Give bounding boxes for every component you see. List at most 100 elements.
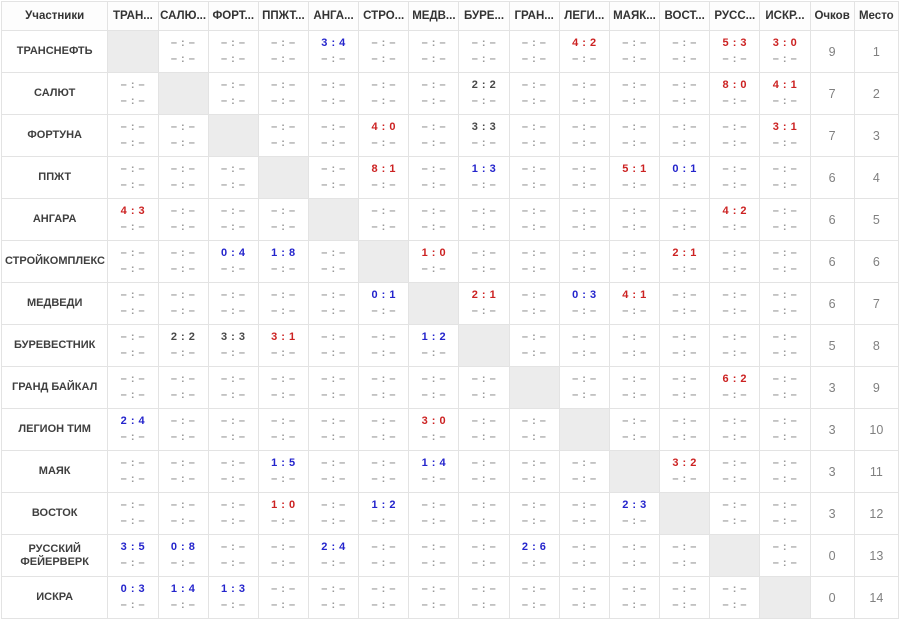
match-score-placeholder: – : – bbox=[271, 583, 296, 595]
match-score-cell: – : – – : – bbox=[759, 324, 811, 367]
match-score-cell: – : – – : – bbox=[558, 492, 610, 535]
points-value: 3 bbox=[809, 366, 855, 409]
match-score-placeholder: – : – bbox=[521, 473, 547, 485]
match-score-placeholder: – : – bbox=[220, 305, 246, 317]
match-score-placeholder: – : – bbox=[321, 415, 346, 427]
match-score-placeholder: – : – bbox=[421, 557, 447, 569]
match-score-placeholder: – : – bbox=[321, 515, 346, 527]
match-score-placeholder: – : – bbox=[371, 95, 396, 107]
match-score-placeholder: – : – bbox=[220, 179, 246, 191]
points-value: 5 bbox=[809, 324, 855, 367]
match-score-placeholder: – : – bbox=[672, 263, 697, 275]
match-score-value: 2 : 2 bbox=[471, 79, 497, 91]
match-score-cell: – : – – : – bbox=[508, 576, 560, 619]
self-match-cell bbox=[709, 534, 761, 577]
match-score-placeholder: – : – bbox=[371, 557, 396, 569]
table-row: ТРАНСНЕФТЬ – : – – : – – : – – : – – : – – : –… bbox=[0, 30, 900, 73]
match-score-value: 2 : 4 bbox=[120, 415, 146, 427]
match-score-placeholder: – : – bbox=[170, 121, 196, 133]
team-name: БУРЕВЕСТНИК bbox=[0, 324, 109, 367]
match-score-placeholder: – : – bbox=[170, 431, 196, 443]
match-score-value: 3 : 1 bbox=[772, 121, 798, 133]
match-score-placeholder: – : – bbox=[622, 515, 647, 527]
match-score-placeholder: – : – bbox=[321, 499, 346, 511]
match-score-placeholder: – : – bbox=[722, 431, 748, 443]
match-score-placeholder: – : – bbox=[220, 557, 246, 569]
match-score-placeholder: – : – bbox=[772, 347, 798, 359]
match-score-cell: – : – – : – bbox=[458, 198, 510, 241]
match-score-cell: – : – – : – bbox=[107, 114, 159, 157]
match-score-placeholder: – : – bbox=[120, 163, 146, 175]
match-score-cell: – : – – : – bbox=[458, 534, 510, 577]
match-score-cell: – : – – : – bbox=[608, 72, 661, 115]
match-score-placeholder: – : – bbox=[421, 179, 447, 191]
match-score-cell: – : – – : – bbox=[157, 156, 209, 199]
match-score-cell: – : – – : – bbox=[608, 576, 661, 619]
match-score-placeholder: – : – bbox=[321, 121, 346, 133]
match-score-placeholder: – : – bbox=[622, 347, 647, 359]
match-score-value: 1 : 2 bbox=[371, 499, 396, 511]
match-score-value: 4 : 1 bbox=[772, 79, 798, 91]
match-score-placeholder: – : – bbox=[471, 473, 497, 485]
match-score-placeholder: – : – bbox=[722, 137, 748, 149]
match-score-cell: 4 : 3 – : – bbox=[107, 198, 159, 241]
match-score-placeholder: – : – bbox=[521, 179, 547, 191]
match-score-placeholder: – : – bbox=[421, 499, 447, 511]
match-score-placeholder: – : – bbox=[371, 305, 396, 317]
match-score-cell: – : – – : – bbox=[709, 114, 761, 157]
match-score-placeholder: – : – bbox=[120, 305, 146, 317]
match-score-placeholder: – : – bbox=[722, 179, 748, 191]
match-score-placeholder: – : – bbox=[521, 347, 547, 359]
match-score-placeholder: – : – bbox=[572, 331, 597, 343]
match-score-value: 0 : 1 bbox=[371, 289, 396, 301]
match-score-cell: – : – – : – bbox=[358, 30, 410, 73]
match-score-placeholder: – : – bbox=[572, 541, 597, 553]
team-name: ГРАНД БАЙКАЛ bbox=[0, 366, 109, 409]
match-score-cell: – : – – : – bbox=[508, 282, 560, 325]
team-name: ВОСТОК bbox=[0, 492, 109, 535]
match-score-placeholder: – : – bbox=[572, 347, 597, 359]
match-score-placeholder: – : – bbox=[170, 373, 196, 385]
points-value: 0 bbox=[809, 576, 855, 619]
match-score-placeholder: – : – bbox=[271, 473, 296, 485]
team-name: СТРОЙКОМПЛЕКС bbox=[0, 240, 109, 283]
match-score-placeholder: – : – bbox=[521, 305, 547, 317]
match-score-value: 0 : 4 bbox=[220, 247, 246, 259]
match-score-cell: 4 : 2 – : – bbox=[709, 198, 761, 241]
match-score-value: 2 : 1 bbox=[672, 247, 697, 259]
match-score-placeholder: – : – bbox=[772, 179, 798, 191]
match-score-placeholder: – : – bbox=[572, 221, 597, 233]
self-match-cell bbox=[659, 492, 711, 535]
match-score-placeholder: – : – bbox=[572, 515, 597, 527]
match-score-cell: – : – – : – bbox=[307, 366, 360, 409]
match-score-cell: – : – – : – bbox=[358, 576, 410, 619]
match-score-cell: – : – – : – bbox=[107, 240, 159, 283]
match-score-cell: – : – – : – bbox=[207, 408, 259, 451]
match-score-placeholder: – : – bbox=[622, 541, 647, 553]
match-score-placeholder: – : – bbox=[672, 37, 697, 49]
place-value: 13 bbox=[853, 534, 900, 577]
match-score-placeholder: – : – bbox=[421, 163, 447, 175]
team-name: ЛЕГИОН ТИМ bbox=[0, 408, 109, 451]
match-score-placeholder: – : – bbox=[120, 515, 146, 527]
match-score-placeholder: – : – bbox=[471, 515, 497, 527]
match-score-placeholder: – : – bbox=[772, 263, 798, 275]
points-value: 7 bbox=[809, 114, 855, 157]
match-score-placeholder: – : – bbox=[672, 305, 697, 317]
match-score-placeholder: – : – bbox=[722, 263, 748, 275]
match-score-placeholder: – : – bbox=[572, 557, 597, 569]
match-score-cell: – : – – : – bbox=[157, 408, 209, 451]
match-score-placeholder: – : – bbox=[271, 389, 296, 401]
match-score-value: 1 : 0 bbox=[271, 499, 296, 511]
match-score-cell: – : – – : – bbox=[207, 72, 259, 115]
match-score-placeholder: – : – bbox=[170, 599, 196, 611]
match-score-placeholder: – : – bbox=[220, 221, 246, 233]
match-score-placeholder: – : – bbox=[722, 121, 748, 133]
match-score-placeholder: – : – bbox=[271, 373, 296, 385]
match-score-placeholder: – : – bbox=[120, 221, 146, 233]
match-score-value: 1 : 8 bbox=[271, 247, 296, 259]
match-score-placeholder: – : – bbox=[521, 415, 547, 427]
match-score-placeholder: – : – bbox=[120, 121, 146, 133]
match-score-placeholder: – : – bbox=[672, 347, 697, 359]
